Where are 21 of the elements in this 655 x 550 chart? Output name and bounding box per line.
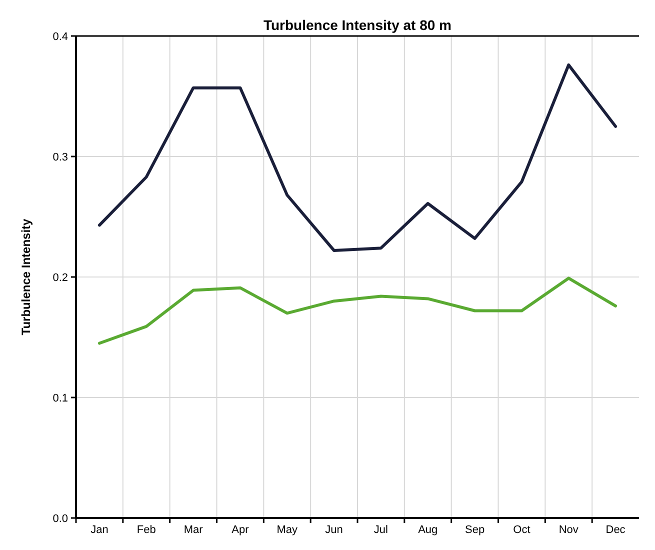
y-tick-label: 0.3 bbox=[52, 151, 68, 164]
y-axis-title: Turbulence Intensity bbox=[19, 218, 33, 336]
x-tick-label: Jun bbox=[325, 524, 343, 536]
y-tick-label: 0.2 bbox=[52, 272, 68, 284]
x-tick-label: Jan bbox=[90, 524, 108, 536]
x-tick-label: Apr bbox=[232, 524, 250, 536]
y-tick-label: 0.1 bbox=[52, 392, 68, 404]
x-tick-label: Jul bbox=[374, 524, 388, 536]
x-tick-label: Dec bbox=[606, 524, 626, 536]
x-tick-label: Sep bbox=[465, 524, 485, 536]
x-tick-label: Oct bbox=[513, 524, 530, 536]
y-tick-label: 0.4 bbox=[52, 30, 68, 43]
line-series bbox=[98, 276, 618, 345]
y-tick-label: 0.0 bbox=[52, 512, 68, 525]
line-series bbox=[98, 63, 618, 252]
x-tick-label: Aug bbox=[418, 524, 438, 536]
x-tick-label: Nov bbox=[558, 524, 579, 536]
x-tick-label: May bbox=[276, 524, 298, 536]
chart-title: Turbulence Intensity at 80 m bbox=[263, 17, 452, 33]
x-tick-label: Feb bbox=[136, 524, 156, 536]
x-tick-label: Mar bbox=[184, 524, 204, 536]
